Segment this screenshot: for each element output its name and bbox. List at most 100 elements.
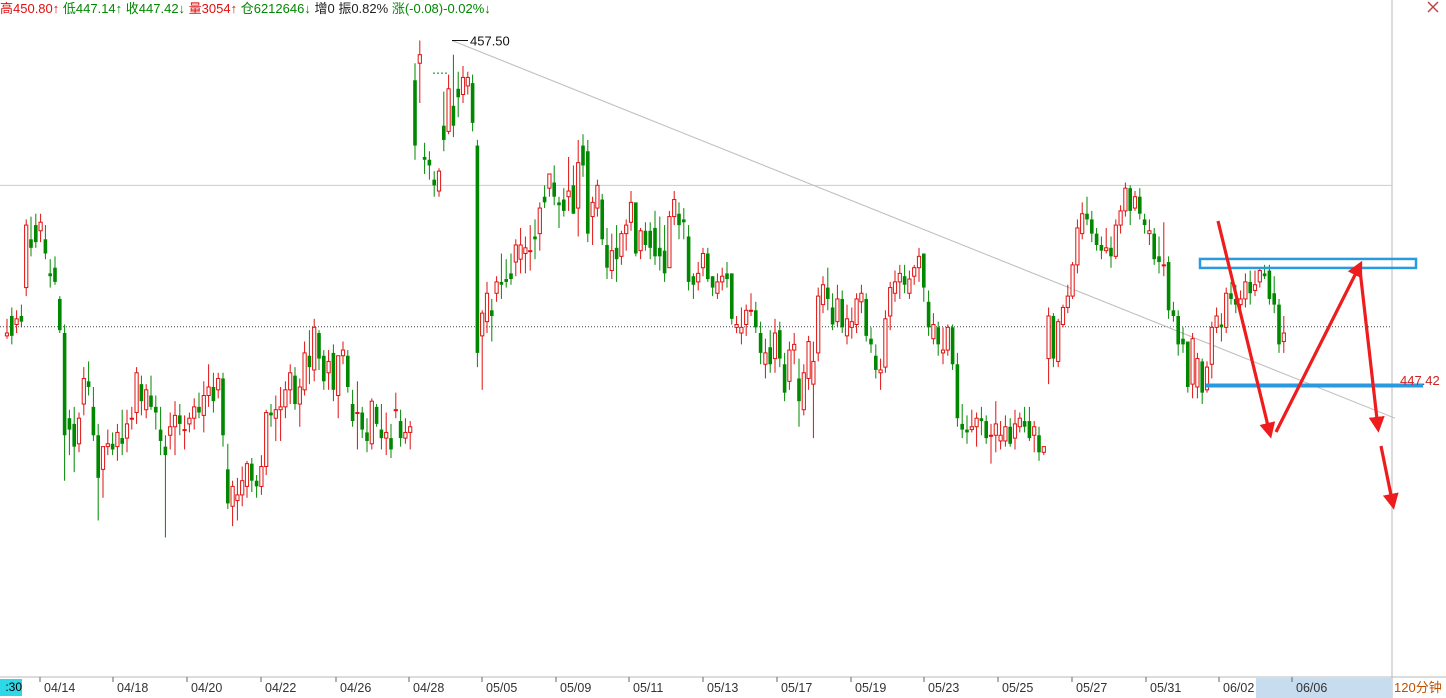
candle — [76, 412, 82, 453]
candle — [792, 333, 797, 365]
candle — [566, 156, 571, 211]
candle — [1032, 421, 1037, 453]
candle — [10, 307, 14, 345]
candle — [120, 409, 124, 456]
candle — [244, 460, 250, 498]
candle — [571, 165, 576, 214]
candle — [144, 384, 149, 419]
candle — [926, 290, 931, 336]
candle — [816, 287, 821, 362]
candle — [1224, 287, 1229, 334]
candle — [1075, 219, 1080, 274]
candle — [1243, 273, 1248, 308]
candle — [14, 310, 19, 334]
candle — [307, 330, 312, 385]
candle — [470, 74, 475, 132]
candle — [206, 364, 211, 407]
candle — [1008, 418, 1012, 447]
candle — [513, 239, 518, 277]
candle — [456, 71, 460, 118]
candle — [240, 466, 245, 507]
candle — [436, 168, 442, 197]
candle — [81, 367, 86, 416]
candle — [1027, 406, 1032, 441]
trend-arrow — [1274, 260, 1363, 433]
candle — [720, 267, 725, 291]
axis-highlight — [1256, 678, 1392, 698]
close-icon[interactable] — [1426, 0, 1440, 14]
candle — [273, 395, 278, 441]
candle — [518, 227, 523, 274]
candle — [1281, 315, 1286, 353]
candle — [369, 398, 374, 450]
candle — [422, 142, 427, 174]
candle — [835, 284, 840, 328]
candle — [326, 350, 331, 390]
candle — [682, 208, 686, 240]
candle — [293, 367, 297, 410]
candle — [490, 298, 494, 342]
candle — [4, 318, 10, 339]
x-tick-label: 06/06 — [1296, 681, 1327, 695]
candle — [34, 213, 38, 248]
candle — [1229, 281, 1233, 305]
candle — [1267, 264, 1272, 305]
candle — [1181, 327, 1185, 353]
high-value: 高450.80↑ — [0, 1, 60, 16]
candle — [754, 301, 758, 334]
candle — [945, 324, 950, 356]
low-value: 低447.14↑ — [62, 1, 123, 16]
candle — [360, 406, 364, 439]
x-tick-label: 04/28 — [413, 681, 444, 695]
candle — [124, 409, 130, 453]
candle — [662, 225, 667, 282]
candle — [427, 151, 432, 180]
candle — [634, 202, 638, 257]
x-tick-label: 05/27 — [1076, 681, 1107, 695]
candle — [1161, 222, 1166, 277]
candle — [1152, 227, 1156, 265]
candle — [605, 227, 609, 280]
candle — [1022, 406, 1027, 433]
candle — [691, 273, 696, 299]
candle — [48, 259, 52, 288]
candle — [614, 225, 619, 282]
candle — [1147, 219, 1152, 245]
candle — [86, 361, 91, 396]
candle — [700, 247, 706, 277]
candle — [1090, 210, 1094, 243]
candle — [557, 196, 561, 228]
x-tick-label: 05/17 — [781, 681, 812, 695]
candle — [1037, 426, 1041, 461]
candle — [778, 321, 782, 368]
candle — [542, 185, 547, 209]
candle — [619, 230, 624, 265]
candle — [811, 341, 816, 439]
candle — [1204, 361, 1210, 393]
candle — [763, 338, 768, 379]
candle — [912, 264, 917, 285]
trendline — [451, 40, 1396, 419]
candle — [849, 307, 854, 339]
candle — [163, 435, 168, 538]
trend-arrow — [1379, 445, 1399, 510]
x-tick-label: 04/22 — [265, 681, 296, 695]
candle — [1046, 307, 1051, 385]
candle — [1257, 267, 1262, 288]
candle — [158, 406, 163, 456]
candle — [172, 401, 178, 456]
candle — [72, 406, 76, 473]
candle — [67, 409, 72, 456]
candle — [537, 202, 542, 251]
candle — [739, 307, 744, 345]
candle — [129, 406, 134, 430]
candle — [264, 409, 269, 476]
candle — [950, 324, 955, 370]
candle — [1214, 307, 1219, 334]
candle — [552, 165, 556, 206]
candle — [139, 375, 144, 416]
candle — [53, 256, 57, 285]
candle — [365, 418, 369, 453]
period-selector[interactable]: 120分钟 — [1394, 680, 1442, 695]
candle — [533, 219, 537, 260]
